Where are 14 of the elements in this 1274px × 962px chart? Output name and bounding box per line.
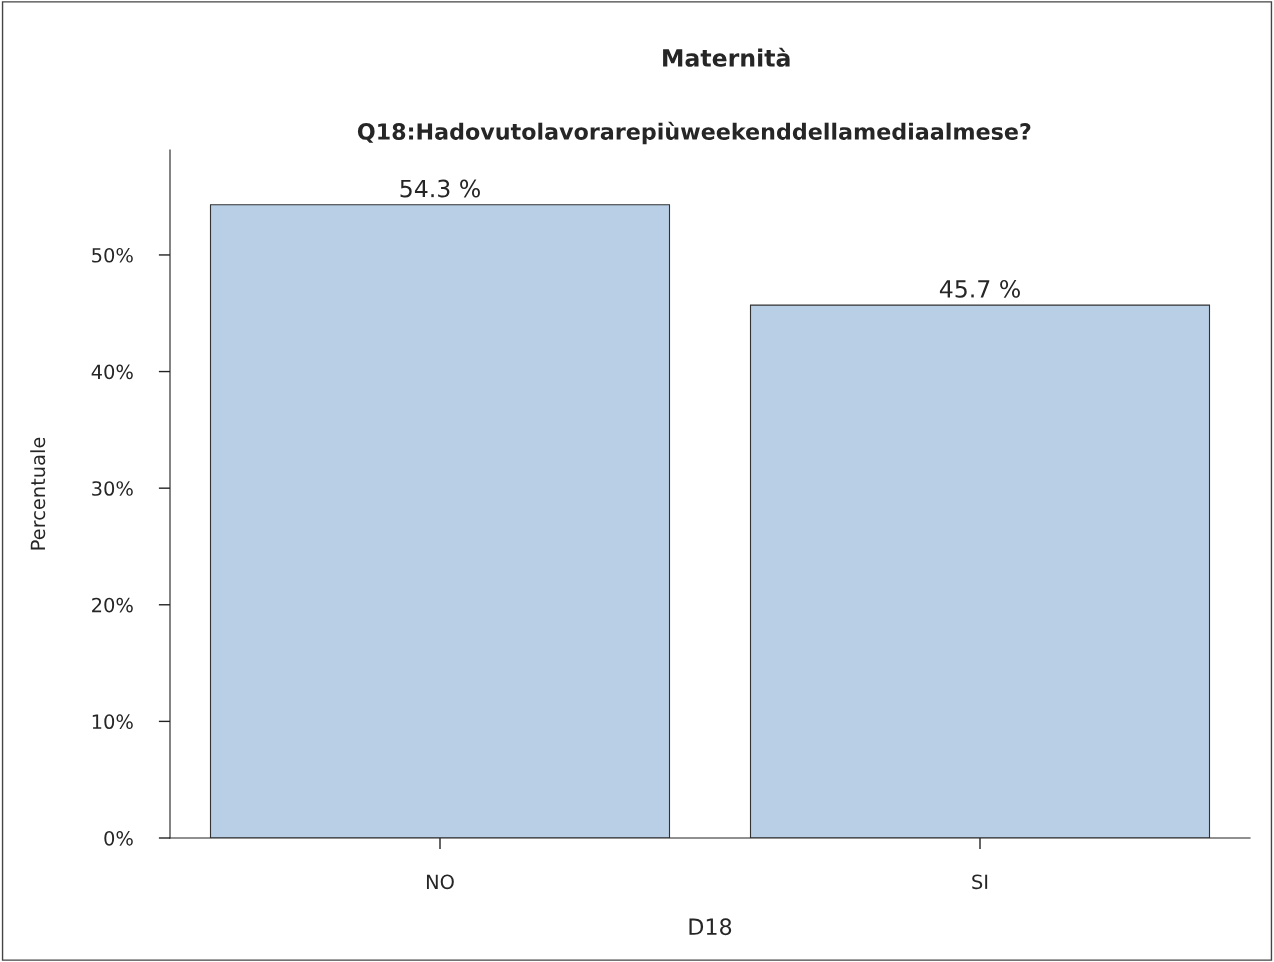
x-tick-label: SI [972, 874, 988, 890]
chart-title: Maternità [663, 47, 790, 67]
y-axis-title: Percentuale [30, 437, 46, 550]
x-tick-label: NO [426, 874, 454, 890]
y-tick-label: 10% [92, 714, 133, 730]
y-tick-label: 40% [91, 364, 133, 380]
x-axis-title: D18 [689, 918, 732, 936]
chart-subtitle: Q18:Hadovutolavorarepiùweekenddellamediaalmese? [357, 121, 1031, 145]
y-tick-label: 0% [104, 830, 133, 846]
y-tick-label: 20% [92, 597, 133, 613]
y-tick-label: 50% [92, 247, 133, 263]
data-label: 45.7 % [939, 279, 1020, 298]
data-label: 54.3 % [400, 179, 480, 198]
y-tick-label: 30% [92, 481, 133, 496]
